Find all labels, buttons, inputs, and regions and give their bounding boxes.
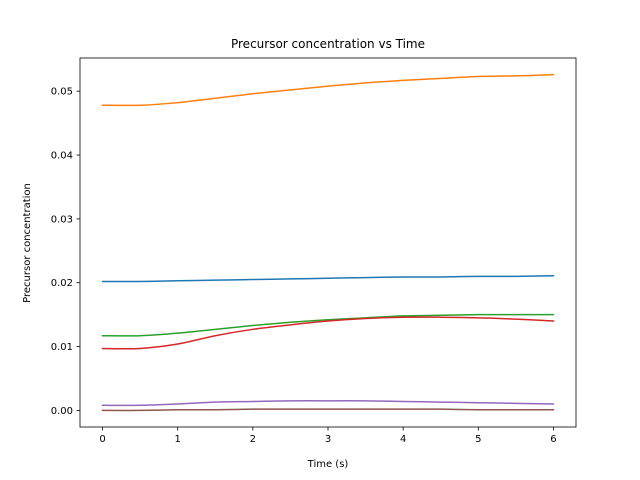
y-tick-label: 0.02 <box>51 278 73 289</box>
x-tick-label: 5 <box>475 434 481 445</box>
y-tick-label: 0.01 <box>51 342 73 353</box>
x-axis-label: Time (s) <box>307 459 349 470</box>
x-tick-label: 2 <box>250 434 256 445</box>
series-line-4 <box>101 316 555 350</box>
series-line-5 <box>101 400 555 407</box>
y-tick-label: 0.00 <box>51 406 73 417</box>
series-layer <box>101 73 555 412</box>
y-axis-label: Precursor concentration <box>22 183 33 303</box>
series-line-3 <box>101 313 555 337</box>
y-tick-label: 0.04 <box>51 151 73 162</box>
x-tick-label: 3 <box>325 434 331 445</box>
x-tick-label: 6 <box>550 434 556 445</box>
x-tick-label: 1 <box>175 434 181 445</box>
y-tick-label: 0.03 <box>51 214 73 225</box>
x-tick-label: 0 <box>99 434 105 445</box>
y-tick-label: 0.05 <box>51 87 73 98</box>
series-line-1 <box>101 274 555 283</box>
x-tick-label: 4 <box>400 434 406 445</box>
series-line-2 <box>101 73 555 107</box>
series-line-6 <box>101 408 555 412</box>
axes-layer: 0 1 2 3 4 5 6 0.00 0.01 0.02 0.03 0.04 0.05 <box>51 57 577 445</box>
chart-title: Precursor concentration vs Time <box>231 37 425 51</box>
